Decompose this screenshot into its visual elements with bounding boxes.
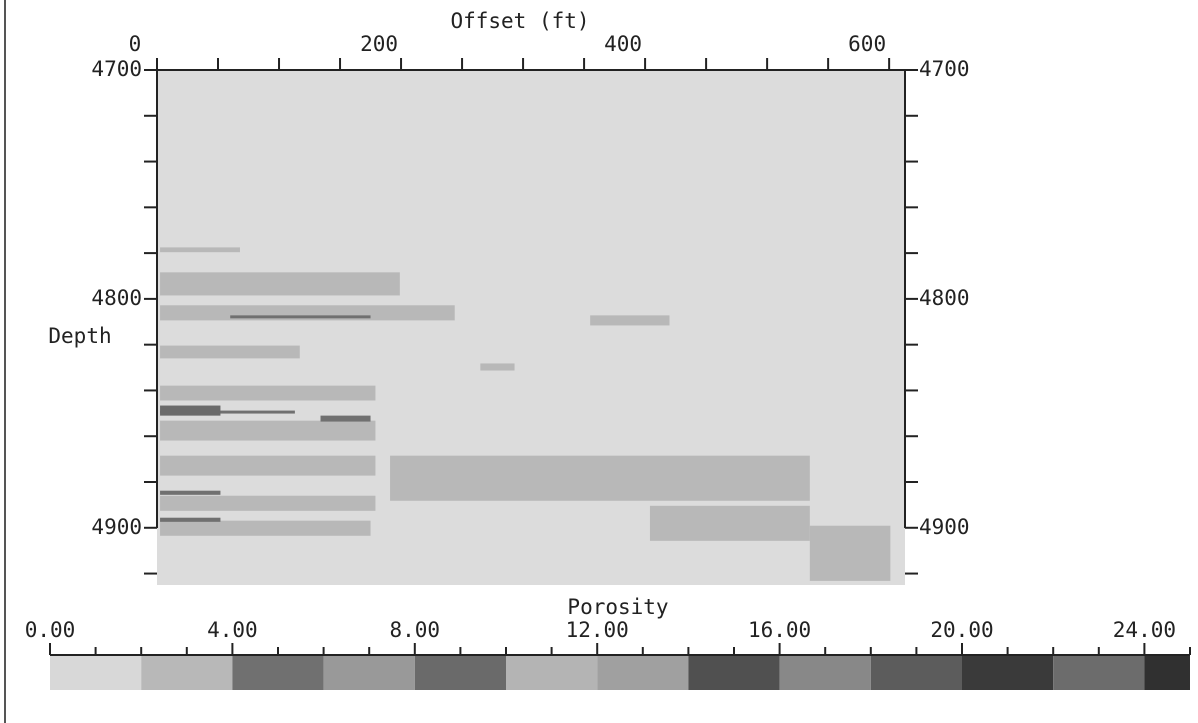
y-tick-label: 4700 — [91, 57, 142, 81]
colorbar-tick-label: 20.00 — [930, 618, 993, 642]
porosity-layer — [160, 455, 376, 476]
x-tick-label: 0 — [129, 32, 142, 56]
porosity-layer — [160, 345, 300, 359]
porosity-layer — [160, 410, 295, 414]
porosity-layer — [160, 495, 376, 511]
colorbar-bin — [1144, 655, 1190, 690]
porosity-layer — [230, 315, 371, 319]
colorbar-tick-label: 0.00 — [25, 618, 76, 642]
x-axis-label: Offset (ft) — [450, 9, 589, 33]
porosity-layer — [160, 520, 371, 536]
colorbar-tick-label: 16.00 — [748, 618, 811, 642]
colorbar-bin — [870, 655, 962, 690]
y2-tick-label: 4700 — [919, 57, 970, 81]
y-axis-label: Depth — [48, 324, 111, 348]
porosity-layer — [160, 272, 400, 296]
colorbar-title: Porosity — [567, 595, 668, 619]
colorbar-bin — [141, 655, 233, 690]
porosity-layer — [809, 525, 891, 581]
colorbar-tick-label: 12.00 — [566, 618, 629, 642]
colorbar-bin — [962, 655, 1054, 690]
colorbar-bin — [50, 655, 142, 690]
y-tick-label: 4900 — [91, 515, 142, 539]
colorbar-tick-label: 4.00 — [207, 618, 258, 642]
colorbar-bin — [414, 655, 506, 690]
porosity-layer — [590, 315, 670, 326]
porosity-layer — [390, 455, 810, 501]
porosity-layer — [160, 385, 376, 401]
y-tick-label: 4800 — [91, 286, 142, 310]
colorbar-bin — [688, 655, 780, 690]
colorbar-bin — [506, 655, 598, 690]
colorbar-bin — [597, 655, 689, 690]
x-tick-label: 600 — [848, 32, 886, 56]
y2-tick-label: 4900 — [919, 515, 970, 539]
porosity-layer — [480, 363, 515, 371]
colorbar-tick-label: 8.00 — [390, 618, 441, 642]
colorbar-bin — [1053, 655, 1145, 690]
colorbar-bin — [232, 655, 324, 690]
porosity-layer — [160, 517, 221, 522]
porosity-layer — [160, 247, 240, 253]
x-tick-label: 400 — [604, 32, 642, 56]
porosity-layer — [160, 420, 376, 441]
y2-tick-label: 4800 — [919, 286, 970, 310]
colorbar-tick-label: 24.00 — [1113, 618, 1176, 642]
porosity-layer — [160, 490, 221, 495]
porosity-layer — [160, 405, 221, 416]
colorbar-bin — [779, 655, 871, 690]
x-tick-label: 200 — [360, 32, 398, 56]
porosity-layer — [320, 415, 371, 422]
porosity-layer — [649, 505, 810, 541]
colorbar-bin — [323, 655, 415, 690]
